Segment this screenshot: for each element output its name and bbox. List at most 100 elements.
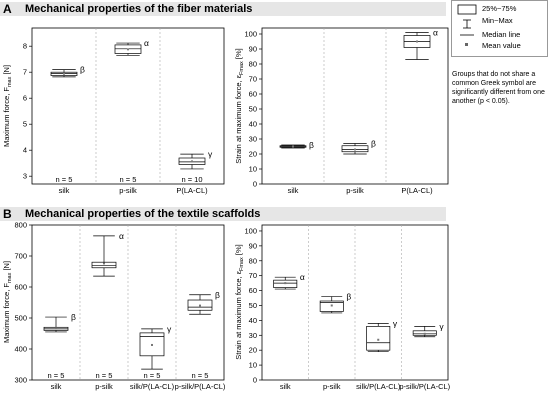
n-label: n = 5 (192, 371, 209, 380)
y-tick-label: 500 (14, 314, 27, 323)
mean-marker (377, 338, 380, 341)
y-tick-label: 80 (249, 256, 257, 265)
category-label: p-silk (95, 382, 113, 391)
group-symbol: α (433, 28, 438, 38)
y-tick-label: 60 (249, 90, 257, 99)
group-symbol: γ (208, 149, 213, 159)
mean-marker (63, 72, 65, 75)
group-symbol: β (346, 292, 351, 302)
y-tick-label: 50 (249, 105, 257, 114)
y-tick-label: 300 (14, 376, 27, 385)
mean-marker (191, 160, 193, 163)
mean-marker (330, 304, 333, 307)
y-tick-label: 50 (249, 301, 257, 310)
n-label: n = 5 (56, 175, 73, 184)
plot-frame (261, 27, 449, 185)
mean-marker (151, 343, 153, 346)
legend-mean-label: Mean value (482, 41, 521, 50)
y-tick-label: 6 (23, 94, 27, 103)
category-label: p-silk/P(LA-CL) (399, 382, 450, 391)
y-tick-label: 90 (249, 241, 257, 250)
panel-b-letter: B (3, 207, 12, 221)
category-label: silk (280, 382, 291, 391)
category-label: p-silk (119, 186, 137, 195)
group-symbol: α (300, 272, 305, 282)
y-tick-label: 3 (23, 172, 27, 181)
legend-box-label: 25%~75% (482, 4, 517, 13)
mean-marker (55, 327, 57, 330)
y-tick-label: 700 (14, 252, 27, 261)
mean-marker (423, 332, 426, 335)
y-tick-label: 20 (249, 346, 257, 355)
significance-note: Groups that do not share a common Greek … (452, 71, 545, 105)
box-silk/P(LA-CL): γ (139, 324, 172, 370)
panel-a-letter: A (3, 2, 12, 16)
box-silk: β (50, 65, 85, 78)
y-tick-label: 30 (249, 135, 257, 144)
legend-symbols (457, 4, 477, 46)
mean-marker (284, 282, 287, 285)
category-label: silk/P(LA-CL) (130, 382, 175, 391)
y-tick-label: 8 (23, 42, 27, 51)
y-tick-label: 5 (23, 120, 27, 129)
n-label: n = 5 (144, 371, 161, 380)
box-P(LA-CL): α (403, 28, 438, 60)
n-label: n = 5 (48, 371, 65, 380)
y-tick-label: 0 (253, 180, 257, 189)
group-symbol: β (71, 312, 76, 322)
plot-frame (31, 27, 225, 185)
y-tick-label: 60 (249, 286, 257, 295)
group-symbol: β (309, 140, 314, 150)
mean-marker (199, 304, 201, 307)
category-label: p-silk/P(LA-CL) (175, 382, 226, 391)
y-tick-label: 0 (253, 376, 257, 385)
legend-whisker-label: Min~Max (482, 16, 513, 25)
box-iqr (366, 325, 391, 351)
n-label: n = 5 (120, 175, 137, 184)
y-tick-label: 30 (249, 331, 257, 340)
box-silk/P(LA-CL): γ (366, 318, 398, 353)
category-label: silk (51, 382, 62, 391)
category-label: p-silk (346, 186, 364, 195)
y-tick-label: 400 (14, 345, 27, 354)
panel-b-title: Mechanical properties of the textile sca… (25, 208, 261, 220)
mean-marker (354, 148, 356, 151)
box-p-silk: β (341, 139, 376, 155)
y-tick-label: 90 (249, 45, 257, 54)
box-p-silk: α (91, 231, 124, 277)
group-symbol: γ (393, 318, 398, 328)
y-tick-label: 40 (249, 316, 257, 325)
chart-A_force: 3 4 5 6 7 8 Maximum force, Fmax [N] β silk n = 5 α… (2, 27, 225, 195)
y-tick-label: 80 (249, 60, 257, 69)
y-tick-label: 800 (14, 221, 27, 230)
box-silk: β (43, 312, 76, 333)
y-tick-label: 7 (23, 68, 27, 77)
y-tick-label: 70 (249, 271, 257, 280)
y-tick-label: 20 (249, 150, 257, 159)
y-axis-label: Maximum force, Fmax [N] (2, 261, 13, 343)
group-symbol: β (80, 65, 85, 75)
mean-marker (103, 262, 105, 265)
panel-a-title: Mechanical properties of the fiber mater… (25, 3, 253, 15)
group-symbol: β (371, 139, 376, 149)
y-tick-label: 10 (249, 361, 257, 370)
y-tick-label: 100 (244, 226, 257, 235)
group-symbol: α (144, 38, 149, 48)
n-label: n = 10 (181, 175, 202, 184)
category-label: silk/P(LA-CL) (356, 382, 401, 391)
y-tick-label: 4 (23, 146, 27, 155)
box-p-silk/P(LA-CL): γ (412, 321, 444, 338)
y-tick-label: 100 (244, 30, 257, 39)
y-axis-label: Strain at maximum force, εFmax [%] (234, 244, 245, 359)
legend-median-label: Median line (482, 30, 521, 39)
group-symbol: α (119, 231, 124, 241)
category-label: P(LA-CL) (401, 186, 433, 195)
chart-B_strain: 0 10 20 30 40 50 60 70 80 90 100 Strain at maximum … (234, 224, 451, 391)
chart-A_strain: 0 10 20 30 40 50 60 70 80 90 100 Strain at maximum … (234, 27, 449, 195)
box-P(LA-CL): γ (178, 149, 213, 170)
category-label: silk (288, 186, 299, 195)
y-tick-label: 10 (249, 165, 257, 174)
y-axis-label: Maximum force, Fmax [N] (2, 65, 13, 147)
